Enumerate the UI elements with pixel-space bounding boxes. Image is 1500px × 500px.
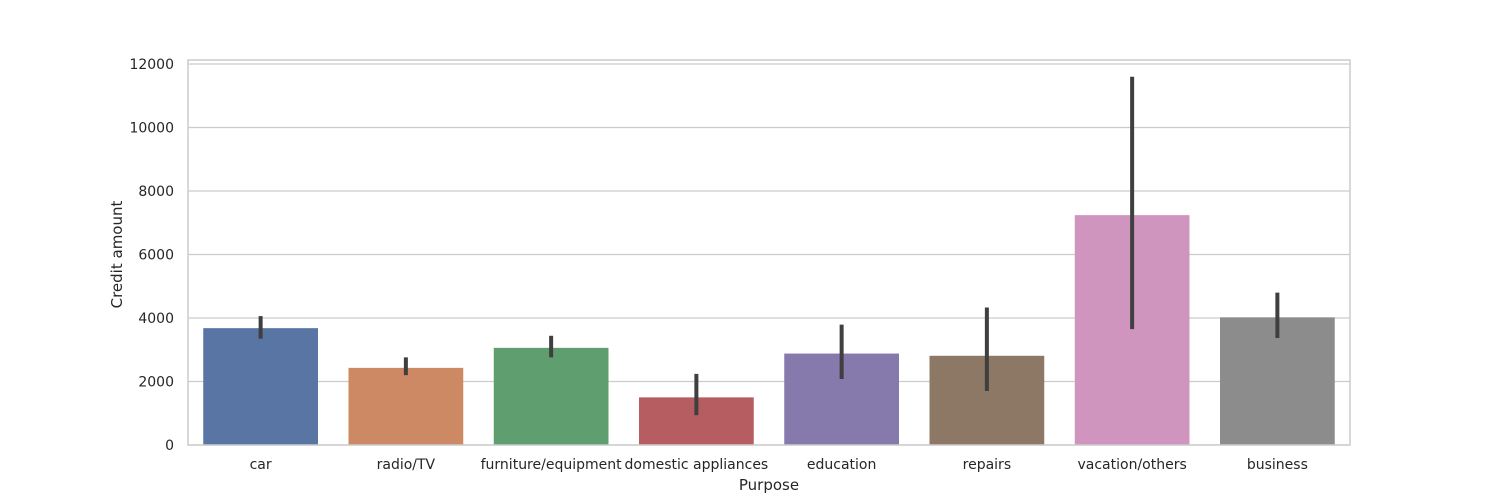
x-tick-label: business	[1247, 457, 1308, 473]
x-tick-label: education	[807, 457, 876, 473]
y-tick-label: 0	[165, 438, 174, 454]
error-bars	[258, 76, 1280, 416]
x-tick-labels: car radio/TV furniture/equipment domestic a…	[250, 457, 1308, 473]
bar	[493, 347, 609, 445]
bar	[203, 328, 318, 445]
y-tick-label: 4000	[138, 311, 174, 327]
y-tick-labels: 0 2000 4000 6000 8000 10000 12000	[129, 57, 174, 454]
bar	[1220, 317, 1335, 445]
bars	[203, 215, 1335, 445]
x-tick-label: radio/TV	[377, 457, 436, 473]
y-tick-label: 10000	[129, 121, 174, 137]
x-tick-label: repairs	[963, 457, 1011, 473]
y-tick-label: 8000	[138, 184, 174, 200]
x-tick-label: domestic appliances	[625, 457, 769, 473]
x-tick-label: car	[250, 457, 272, 473]
y-tick-label: 12000	[129, 57, 174, 73]
bar	[348, 367, 464, 445]
x-tick-label: furniture/equipment	[481, 457, 622, 473]
plot-frame	[187, 59, 1351, 446]
x-tick-label: vacation/others	[1077, 457, 1186, 473]
y-tick-label: 2000	[138, 375, 174, 391]
x-axis-label: Purpose	[739, 476, 799, 494]
y-tick-label: 6000	[138, 248, 174, 264]
y-axis-label: Credit amount	[108, 201, 126, 309]
